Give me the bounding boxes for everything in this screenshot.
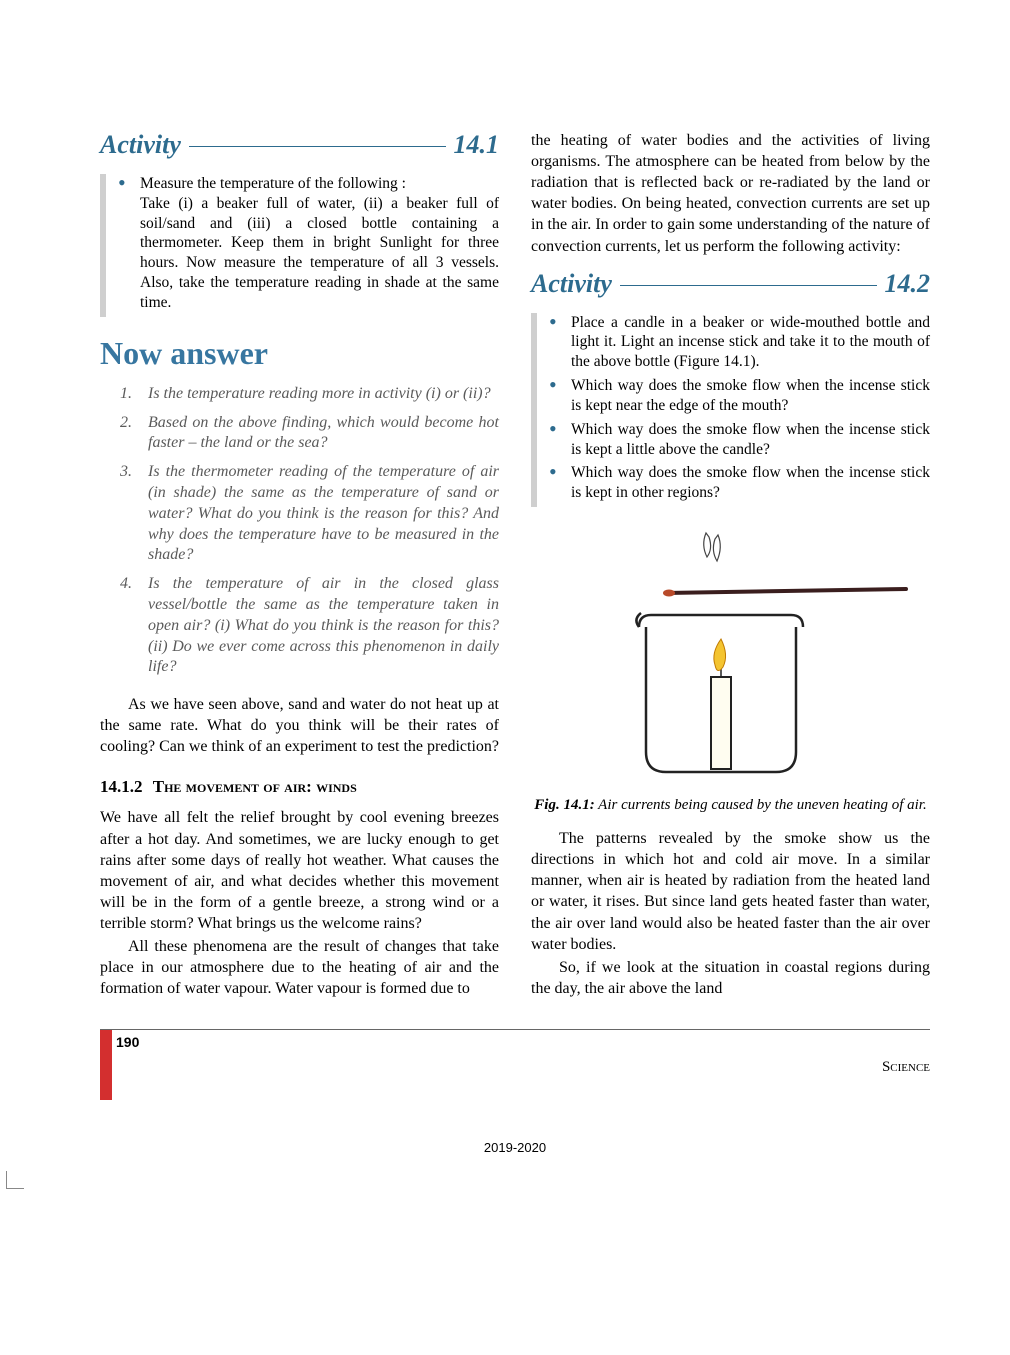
bullet-icon: • [549, 420, 571, 438]
page-footer: 190 Science [100, 1029, 930, 1100]
beaker-candle-svg [551, 527, 911, 787]
question-text: Is the temperature of air in the closed … [148, 574, 499, 678]
right-column: the heating of water bodies and the acti… [531, 130, 930, 1001]
red-bar [100, 1030, 112, 1100]
activity-bullet-text: Place a candle in a beaker or wide-mouth… [571, 313, 930, 372]
page-number-box: 190 [100, 1034, 139, 1100]
paragraph-after-questions: As we have seen above, sand and water do… [100, 694, 499, 757]
activity-number: 14.1 [454, 130, 500, 160]
left-column: Activity 14.1 •Measure the temperature o… [100, 130, 499, 1001]
bullet-icon: • [549, 463, 571, 481]
question-item: 3.Is the thermometer reading of the temp… [120, 462, 499, 566]
activity-grey-bar [100, 174, 106, 317]
activity-bullet: •Which way does the smoke flow when the … [549, 463, 930, 503]
activity-content: •Measure the temperature of the followin… [118, 174, 499, 317]
activity-bullet: •Which way does the smoke flow when the … [549, 376, 930, 416]
activity-rule [620, 285, 877, 286]
activity-14-2-block: •Place a candle in a beaker or wide-mout… [531, 313, 930, 507]
right-para-after-fig-2: So, if we look at the situation in coast… [531, 957, 930, 999]
activity-heading-14-1: Activity 14.1 [100, 130, 499, 160]
question-text: Is the thermometer reading of the temper… [148, 462, 499, 566]
figure-label: Fig. 14.1: [534, 797, 594, 813]
textbook-page: Activity 14.1 •Measure the temperature o… [0, 0, 1010, 1195]
bullet-icon: • [549, 376, 571, 394]
question-number: 4. [120, 574, 148, 678]
bullet-icon: • [549, 313, 571, 331]
subject-label: Science [882, 1059, 930, 1076]
activity-bullet: •Measure the temperature of the followin… [118, 174, 499, 313]
activity-label: Activity [100, 130, 181, 160]
activity-14-1-block: •Measure the temperature of the followin… [100, 174, 499, 317]
two-column-layout: Activity 14.1 •Measure the temperature o… [100, 130, 930, 1001]
activity-rule [189, 146, 446, 147]
activity-number: 14.2 [885, 269, 931, 299]
year-label: 2019-2020 [100, 1140, 930, 1155]
question-number: 1. [120, 384, 148, 405]
activity-bullet-text: Measure the temperature of the following… [140, 174, 499, 313]
activity-bullet-text: Which way does the smoke flow when the i… [571, 376, 930, 416]
section-number: 14.1.2 [100, 777, 143, 796]
winds-para-1: We have all felt the relief brought by c… [100, 807, 499, 934]
activity-bullet-text: Which way does the smoke flow when the i… [571, 420, 930, 460]
question-item: 4.Is the temperature of air in the close… [120, 574, 499, 678]
activity-bullet: •Which way does the smoke flow when the … [549, 420, 930, 460]
figure-caption: Fig. 14.1: Air currents being caused by … [531, 797, 930, 814]
section-title: The movement of air: winds [153, 777, 357, 796]
bullet-icon: • [118, 174, 140, 192]
page-number: 190 [112, 1034, 139, 1100]
question-item: 2.Based on the above finding, which woul… [120, 413, 499, 455]
activity-content: •Place a candle in a beaker or wide-mout… [549, 313, 930, 507]
question-item: 1.Is the temperature reading more in act… [120, 384, 499, 405]
now-answer-heading: Now answer [100, 335, 499, 372]
question-text: Is the temperature reading more in activ… [148, 384, 491, 405]
activity-grey-bar [531, 313, 537, 507]
section-heading-14-1-2: 14.1.2 The movement of air: winds [100, 777, 499, 797]
activity-bullet: •Place a candle in a beaker or wide-mout… [549, 313, 930, 372]
winds-para-2: All these phenomena are the result of ch… [100, 936, 499, 999]
crop-mark-icon [6, 1171, 24, 1189]
figure-caption-text: Air currents being caused by the uneven … [595, 797, 927, 813]
activity-label: Activity [531, 269, 612, 299]
right-top-para: the heating of water bodies and the acti… [531, 130, 930, 257]
activity-heading-14-2: Activity 14.2 [531, 269, 930, 299]
question-list: 1.Is the temperature reading more in act… [100, 384, 499, 678]
question-number: 2. [120, 413, 148, 455]
question-text: Based on the above finding, which would … [148, 413, 499, 455]
right-para-after-fig-1: The patterns revealed by the smoke show … [531, 828, 930, 955]
activity-bullet-text: Which way does the smoke flow when the i… [571, 463, 930, 503]
question-number: 3. [120, 462, 148, 566]
figure-14-1 [531, 527, 930, 787]
